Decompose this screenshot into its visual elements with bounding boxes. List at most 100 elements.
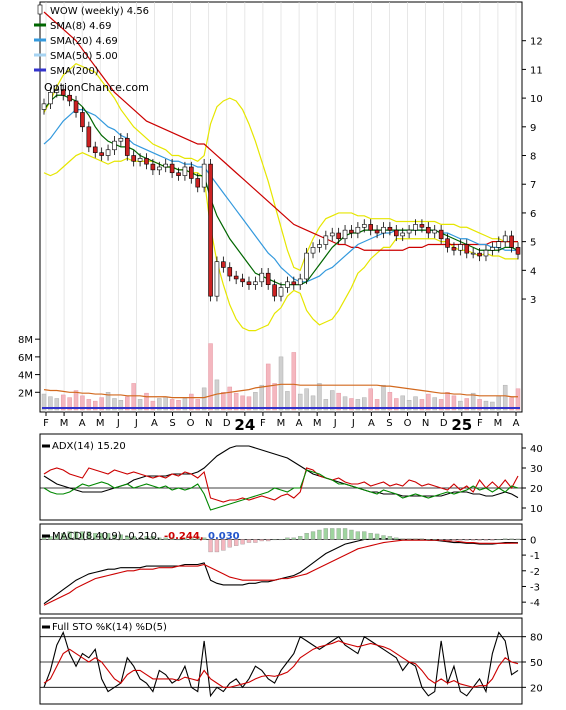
volume-bar [233, 392, 239, 411]
candle-body [477, 252, 482, 257]
macd-histogram-bar [61, 532, 66, 540]
candle-body [317, 244, 322, 248]
candle-body [368, 224, 373, 231]
candle-body [413, 224, 418, 231]
stochastic-legend: Full STO %K(14) %D(5) [52, 622, 167, 633]
macd-y-tick-label: -4 [530, 598, 540, 609]
price-y-tick-label: 4 [530, 266, 536, 277]
x-tick-label: F [43, 418, 49, 429]
candle-body [48, 92, 53, 105]
volume-bar [60, 394, 66, 411]
volume-bar [297, 393, 303, 411]
volume-bar [150, 400, 156, 411]
volume-bar [317, 383, 322, 411]
volume-bar [92, 400, 98, 411]
x-tick-label: M [277, 418, 286, 429]
volume-bar [515, 388, 521, 411]
candle-body [355, 226, 361, 234]
macd-histogram-bar [509, 538, 514, 540]
candle-body [272, 284, 277, 297]
volume-bar [413, 396, 418, 411]
macd-histogram-bar [157, 537, 162, 540]
x-tick-label: 25 [451, 416, 472, 434]
x-tick-label: A [368, 418, 375, 429]
candle-body [54, 89, 60, 93]
candle-body [195, 178, 201, 188]
macd-y-tick-label: -2 [530, 567, 540, 578]
volume-bar [451, 395, 457, 411]
macd-histogram-bar [330, 528, 335, 540]
price-y-tick-label: 3 [530, 295, 536, 306]
macd-histogram-bar [394, 537, 399, 540]
volume-bar [125, 396, 130, 411]
adx-y-tick-label: 10 [530, 504, 543, 515]
volume-bar [272, 383, 277, 411]
macd-histogram-bar [445, 539, 450, 541]
macd-histogram-bar [131, 536, 136, 540]
candle-body [361, 224, 367, 228]
candle-body [297, 278, 303, 285]
volume-bar [349, 398, 354, 411]
volume-bar [41, 393, 47, 411]
macd-histogram-bar [432, 539, 437, 541]
macd-histogram-bar [477, 539, 482, 541]
price-y-tick-label: 12 [530, 37, 543, 48]
candle-body [400, 232, 406, 237]
candle-body [86, 126, 92, 148]
macd-histogram-bar [221, 539, 226, 551]
macd-histogram-bar [310, 531, 316, 540]
price-y-tick-label: 5 [530, 238, 536, 249]
legend-label: SMA(50) 5.00 [50, 51, 118, 62]
macd-histogram-bar [406, 538, 412, 540]
volume-bar [67, 397, 72, 411]
candle-body [310, 247, 316, 254]
volume-bar [304, 388, 309, 411]
macd-histogram-bar [118, 534, 124, 540]
volume-y-tick-label: 6M [18, 353, 33, 364]
candle-body [169, 163, 175, 174]
adx-legend: ADX(14) 15.20 [52, 441, 126, 452]
x-tick-label: M [313, 418, 322, 429]
volume-bar [470, 392, 476, 411]
macd-histogram-bar [381, 535, 386, 540]
volume-bar [310, 395, 316, 411]
bollinger-upper-line [43, 62, 518, 272]
candle-body [464, 244, 470, 254]
candle-body [265, 272, 271, 285]
volume-bar [438, 399, 444, 411]
macd-histogram-bar [304, 532, 309, 540]
adx-line-2 [43, 469, 519, 511]
volume-bar [118, 400, 124, 411]
volume-bar [464, 398, 470, 411]
candle-body [323, 235, 329, 245]
x-tick-label: J [134, 418, 138, 429]
macd-histogram-bar [413, 538, 418, 540]
candle-body [253, 281, 258, 285]
candle-body [470, 252, 476, 255]
price-y-tick-label: 7 [530, 180, 536, 191]
volume-bar [208, 343, 213, 411]
macd-histogram-bar [169, 537, 175, 540]
candle-body [144, 158, 149, 165]
macd-histogram-bar [419, 538, 425, 540]
candle-body [509, 235, 514, 248]
candle-body [432, 229, 438, 234]
volume-bar [368, 388, 373, 411]
volume-bar [432, 397, 437, 411]
candle-body [483, 249, 489, 257]
candle-body [445, 238, 450, 248]
price-y-tick-label: 11 [530, 65, 543, 76]
macd-histogram-bar [291, 537, 296, 540]
candle-body [349, 229, 354, 234]
macd-histogram-bar [176, 539, 181, 541]
macd-y-tick-label: -3 [530, 582, 540, 593]
legend-label: SMA(20) 4.69 [50, 36, 118, 47]
price-y-tick-label: 10 [530, 94, 543, 105]
volume-bar [419, 399, 425, 411]
candle-body [60, 89, 66, 96]
candle-body [201, 163, 207, 188]
macd-histogram-bar [80, 531, 85, 540]
candle-body [419, 224, 425, 228]
candle-body [73, 100, 79, 113]
volume-bar [137, 399, 143, 411]
